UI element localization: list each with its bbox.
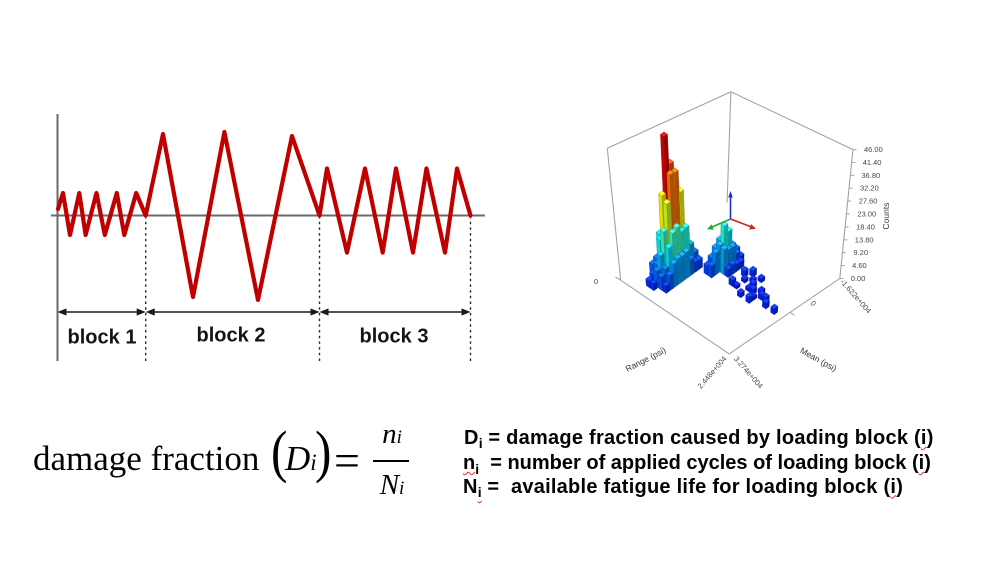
svg-text:41.40: 41.40 [863,158,882,167]
svg-text:32.20: 32.20 [860,184,879,193]
svg-text:27.60: 27.60 [859,197,878,206]
svg-text:block 1: block 1 [68,327,137,349]
svg-text:Mean (psi): Mean (psi) [798,345,838,373]
svg-text:4.60: 4.60 [852,261,867,270]
svg-text:0: 0 [808,299,818,308]
svg-text:block 2: block 2 [197,325,266,347]
svg-text:-1.622e+004: -1.622e+004 [838,277,873,315]
svg-text:2.448e+004: 2.448e+004 [696,354,729,390]
svg-text:Range (psi): Range (psi) [624,345,668,374]
svg-text:0: 0 [594,277,598,286]
svg-text:block 3: block 3 [360,326,429,348]
svg-text:46.00: 46.00 [864,145,883,154]
svg-text:36.80: 36.80 [861,171,880,180]
svg-text:3.274e+004: 3.274e+004 [732,354,765,390]
svg-text:0.00: 0.00 [851,274,866,283]
svg-text:13.80: 13.80 [855,235,874,244]
svg-text:9.20: 9.20 [853,248,868,257]
svg-text:18.40: 18.40 [856,222,875,231]
svg-text:Counts: Counts [881,203,891,230]
svg-text:23.00: 23.00 [857,210,876,219]
